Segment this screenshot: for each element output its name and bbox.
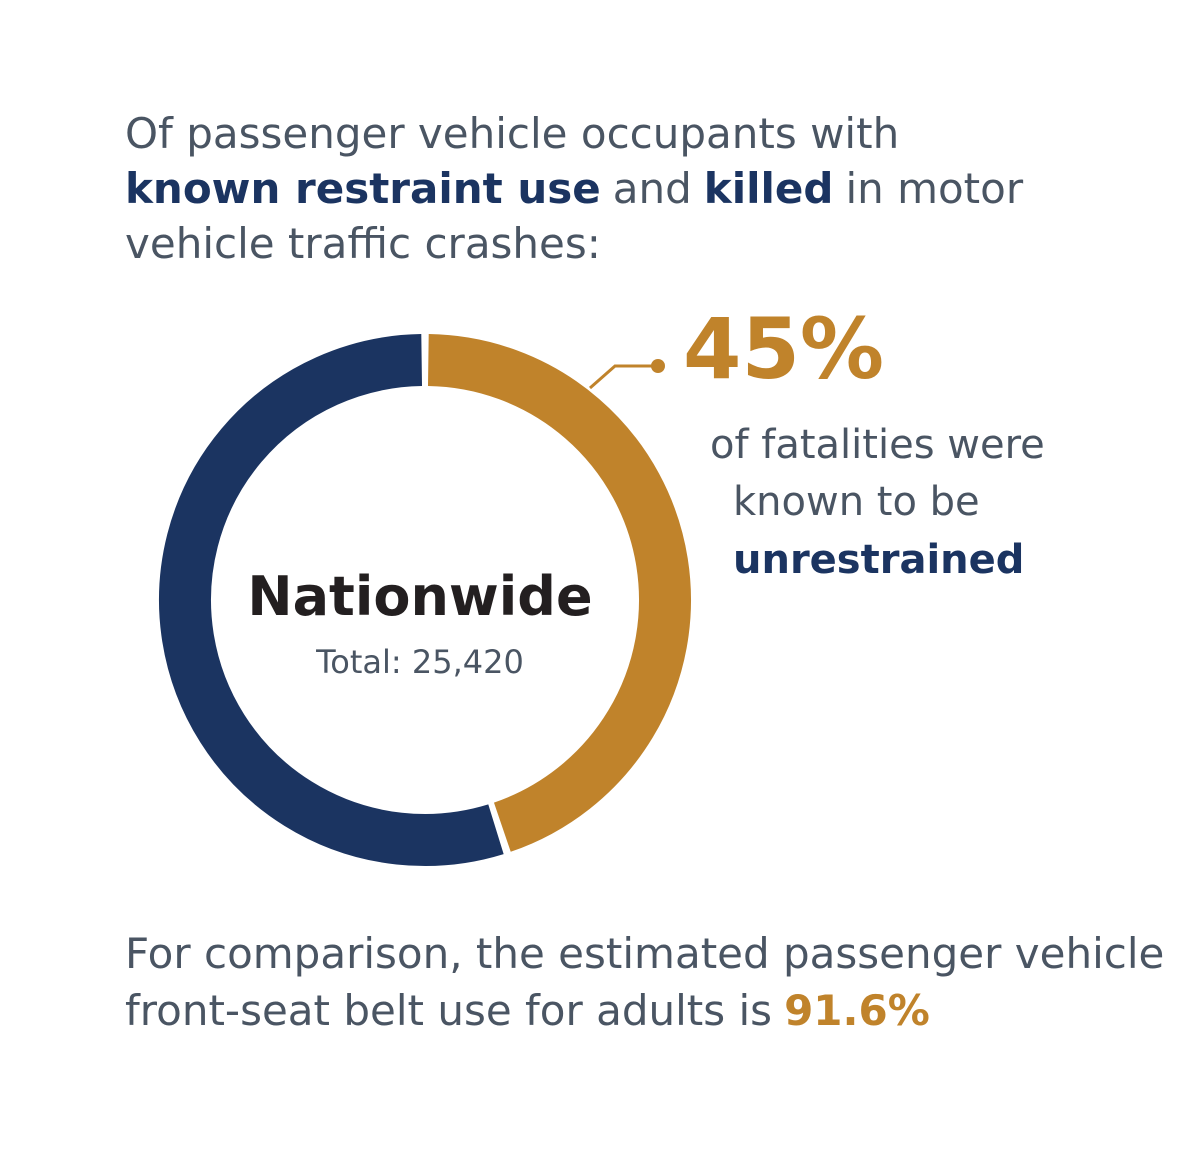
footnote: For comparison, the estimated passenger …: [125, 929, 1164, 978]
title-text: vehicle traffic crashes:: [125, 219, 601, 268]
title-text: and: [613, 164, 692, 213]
title-line: vehicle traffic crashes:: [125, 219, 601, 268]
donut: [159, 334, 691, 866]
leader-dot: [651, 359, 665, 373]
leader-line: [589, 364, 658, 390]
value-label: 45%: [683, 300, 884, 398]
title-emphasis: known restraint use: [125, 164, 601, 213]
footnote: front-seat belt use for adults is 91.6%: [125, 986, 930, 1035]
annotation-emphasis: unrestrained: [733, 537, 1024, 583]
donut-segment: [427, 334, 691, 852]
title-line: known restraint use and killed in motor: [125, 164, 1024, 213]
footnote-text: front-seat belt use for adults is: [125, 986, 772, 1035]
title-emphasis: killed: [704, 164, 834, 213]
center-label: Nationwide: [247, 565, 592, 628]
title-line: Of passenger vehicle occupants with: [125, 109, 899, 158]
annotation: known to be: [733, 479, 980, 525]
title-text: Of passenger vehicle occupants with: [125, 109, 899, 158]
footnote-emphasis: 91.6%: [784, 986, 930, 1035]
title-text: in motor: [845, 164, 1023, 213]
total-label: Total: 25,420: [315, 643, 524, 681]
annotation: of fatalities were: [710, 422, 1045, 468]
donut-segment: [159, 334, 504, 866]
